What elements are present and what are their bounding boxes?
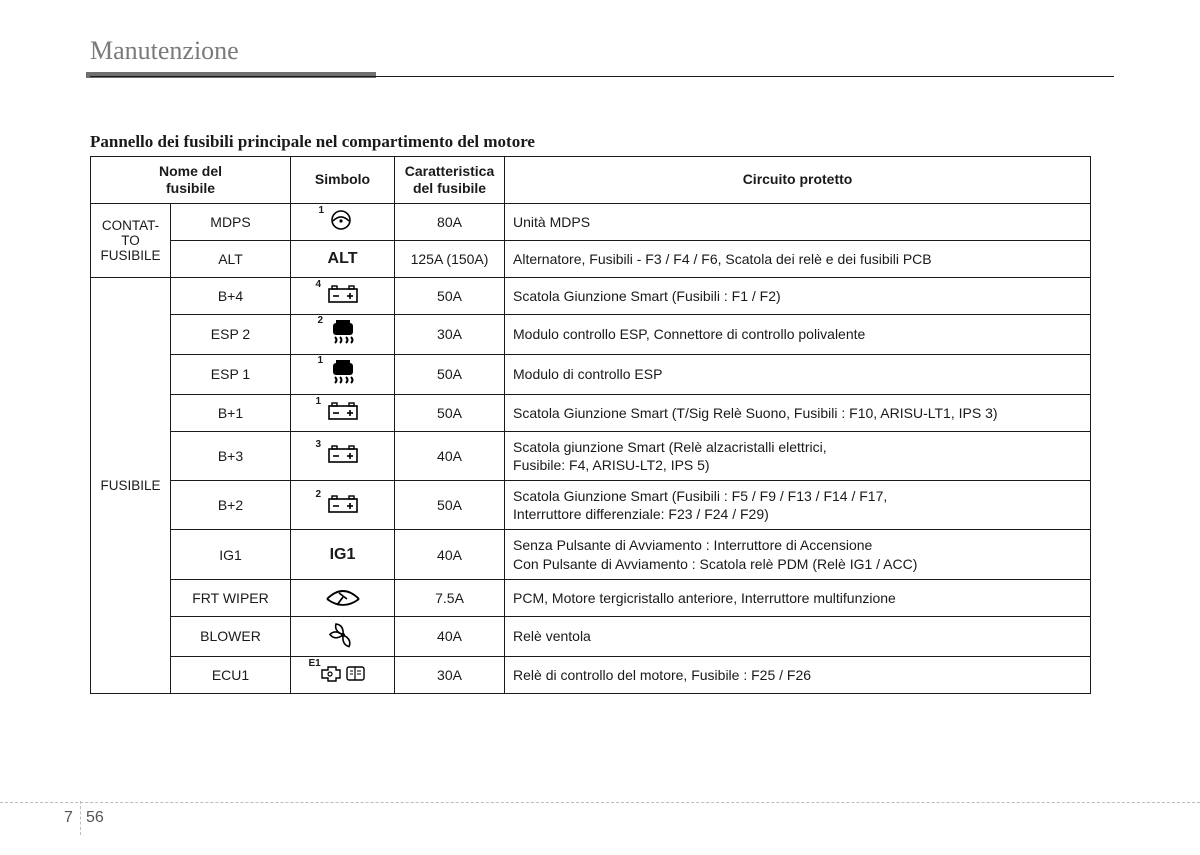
fuse-name-cell: ESP 1	[171, 354, 291, 394]
fuse-rating-cell: 40A	[395, 616, 505, 656]
group-cell: FUSIBILE	[91, 277, 171, 693]
fan-icon	[328, 621, 358, 649]
table-row: BLOWER 40ARelè ventola	[91, 616, 1091, 656]
fuse-name-cell: B+2	[171, 480, 291, 529]
fuse-circuit-cell: Relè ventola	[505, 616, 1091, 656]
table-title: Pannello dei fusibili principale nel com…	[90, 132, 1110, 152]
fuse-name-cell: IG1	[171, 530, 291, 579]
esp-icon: 1	[328, 359, 358, 387]
fuse-rating-cell: 125A (150A)	[395, 240, 505, 277]
fuse-name-cell: ESP 2	[171, 314, 291, 354]
fuse-symbol-cell: 2	[291, 480, 395, 529]
wiper-icon	[325, 585, 361, 607]
steer-icon: 1	[329, 209, 357, 231]
battery-icon: 2	[326, 493, 360, 515]
fuse-circuit-cell: Modulo controllo ESP, Connettore di cont…	[505, 314, 1091, 354]
battery-icon: 3	[326, 443, 360, 465]
th-symbol: Simbolo	[291, 157, 395, 204]
th-name: Nome delfusibile	[91, 157, 291, 204]
fuse-rating-cell: 50A	[395, 354, 505, 394]
th-rating: Caratteristicadel fusibile	[395, 157, 505, 204]
fuse-name-cell: FRT WIPER	[171, 579, 291, 616]
fuse-rating-cell: 50A	[395, 480, 505, 529]
fuse-symbol-cell: 1	[291, 354, 395, 394]
table-row: FRT WIPER 7.5APCM, Motore tergicristallo …	[91, 579, 1091, 616]
fuse-circuit-cell: Senza Pulsante di Avviamento : Interrutt…	[505, 530, 1091, 579]
page-number: 56	[86, 809, 104, 827]
fuse-name-cell: B+3	[171, 431, 291, 480]
table-row: B+1 1 50AScatola Giunzione Smart (T/Sig Re…	[91, 394, 1091, 431]
fuse-rating-cell: 40A	[395, 530, 505, 579]
fuse-symbol-cell: IG1	[291, 530, 395, 579]
fuse-circuit-cell: Alternatore, Fusibili - F3 / F4 / F6, Sc…	[505, 240, 1091, 277]
esp-icon: 2	[328, 319, 358, 347]
page-footer: 7 56	[0, 802, 1200, 837]
fuse-symbol-cell	[291, 579, 395, 616]
symbol-superscript: 1	[318, 355, 324, 366]
fuse-rating-cell: 30A	[395, 314, 505, 354]
fuse-circuit-cell: Relè di controllo del motore, Fusibile :…	[505, 656, 1091, 693]
symbol-superscript: 3	[316, 439, 322, 450]
table-row: B+3 3 40AScatola giunzione Smart (Relè alz…	[91, 431, 1091, 480]
symbol-superscript: 2	[316, 489, 322, 500]
fuse-table: Nome delfusibile Simbolo Caratteristicad…	[90, 156, 1091, 694]
table-row: ECU1 E1 30ARelè di controllo del motore, F…	[91, 656, 1091, 693]
fuse-circuit-cell: PCM, Motore tergicristallo anteriore, In…	[505, 579, 1091, 616]
page-number-divider	[80, 801, 81, 835]
fuse-symbol-cell: 3	[291, 431, 395, 480]
page: Manutenzione Pannello dei fusibili princ…	[0, 0, 1200, 855]
fuse-name-cell: BLOWER	[171, 616, 291, 656]
fuse-name-cell: ECU1	[171, 656, 291, 693]
fuse-symbol-cell: E1	[291, 656, 395, 693]
fuse-circuit-cell: Scatola Giunzione Smart (T/Sig Relè Suon…	[505, 394, 1091, 431]
fuse-symbol-cell: 2	[291, 314, 395, 354]
group-cell: CONTAT-TOFUSIBILE	[91, 203, 171, 277]
fuse-rating-cell: 7.5A	[395, 579, 505, 616]
fuse-symbol-cell: 1	[291, 394, 395, 431]
fuse-symbol-cell	[291, 616, 395, 656]
symbol-superscript: 1	[316, 396, 322, 407]
fuse-rating-cell: 40A	[395, 431, 505, 480]
fuse-circuit-cell: Unità MDPS	[505, 203, 1091, 240]
fuse-name-cell: ALT	[171, 240, 291, 277]
table-row: ESP 1 1 50AModulo di controllo ESP	[91, 354, 1091, 394]
fuse-name-cell: MDPS	[171, 203, 291, 240]
fuse-circuit-cell: Modulo di controllo ESP	[505, 354, 1091, 394]
fuse-symbol-cell: 4	[291, 277, 395, 314]
title-rule	[90, 72, 1110, 84]
title-rule-thick	[86, 72, 376, 78]
table-row: B+2 2 50AScatola Giunzione Smart (Fusibili…	[91, 480, 1091, 529]
symbol-superscript: E1	[309, 658, 321, 669]
fuse-name-cell: B+1	[171, 394, 291, 431]
fuse-name-cell: B+4	[171, 277, 291, 314]
fuse-circuit-cell: Scatola Giunzione Smart (Fusibili : F5 /…	[505, 480, 1091, 529]
fuse-symbol-cell: ALT	[291, 240, 395, 277]
fuse-rating-cell: 50A	[395, 394, 505, 431]
symbol-superscript: 1	[319, 205, 325, 216]
table-row: FUSIBILEB+4450AScatola Giunzione Smart (…	[91, 277, 1091, 314]
battery-icon: 4	[326, 283, 360, 305]
section-title: Manutenzione	[90, 36, 1110, 66]
fuse-circuit-cell: Scatola Giunzione Smart (Fusibili : F1 /…	[505, 277, 1091, 314]
fuse-rating-cell: 80A	[395, 203, 505, 240]
chapter-number: 7	[64, 809, 73, 827]
fuse-symbol-cell: 1	[291, 203, 395, 240]
fuse-rating-cell: 30A	[395, 656, 505, 693]
table-row: CONTAT-TOFUSIBILEMDPS180AUnità MDPS	[91, 203, 1091, 240]
table-row: IG1IG140ASenza Pulsante di Avviamento : …	[91, 530, 1091, 579]
th-circuit: Circuito protetto	[505, 157, 1091, 204]
table-row: ALTALT125A (150A)Alternatore, Fusibili -…	[91, 240, 1091, 277]
symbol-superscript: 2	[318, 315, 324, 326]
ecu-icon: E1	[319, 662, 367, 684]
fuse-rating-cell: 50A	[395, 277, 505, 314]
battery-icon: 1	[326, 400, 360, 422]
title-rule-thin	[90, 76, 1114, 77]
fuse-table-body: CONTAT-TOFUSIBILEMDPS180AUnità MDPSALTAL…	[91, 203, 1091, 693]
table-row: ESP 2 2 30AModulo controllo ESP, Connettor…	[91, 314, 1091, 354]
fuse-circuit-cell: Scatola giunzione Smart (Relè alzacrista…	[505, 431, 1091, 480]
fuse-table-head: Nome delfusibile Simbolo Caratteristicad…	[91, 157, 1091, 204]
symbol-superscript: 4	[316, 279, 322, 290]
